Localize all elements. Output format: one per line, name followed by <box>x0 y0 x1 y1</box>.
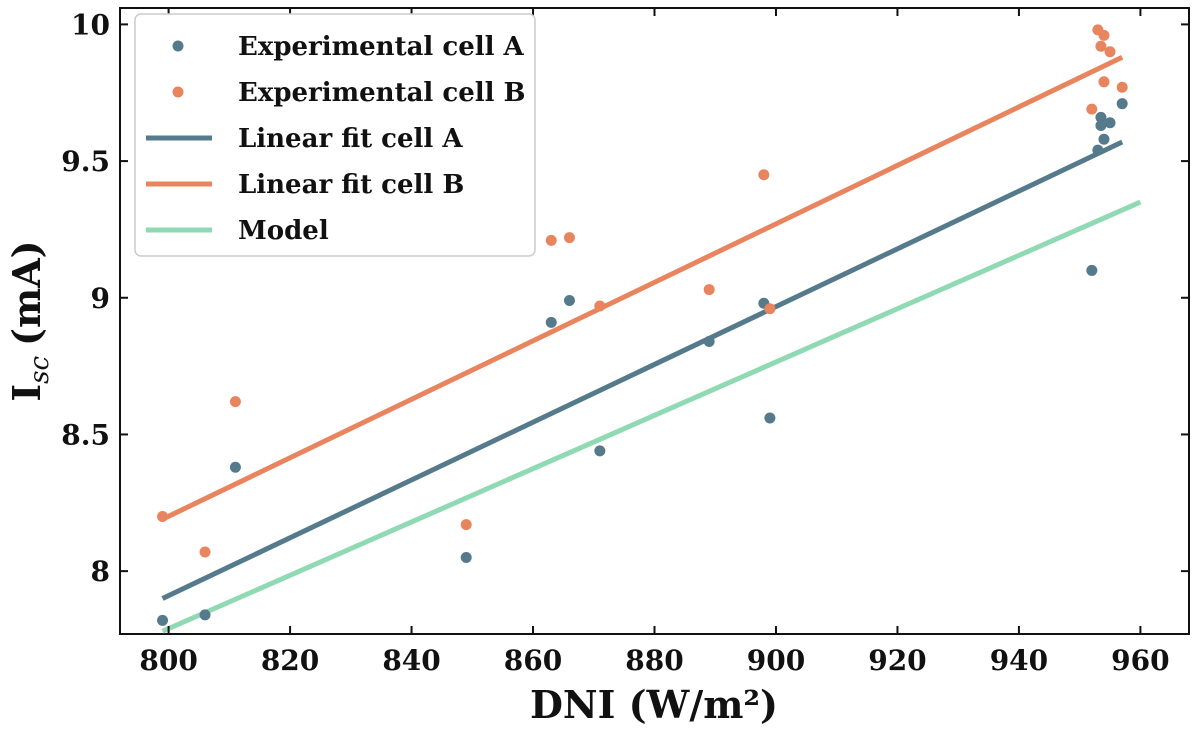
y-tick-label: 9.5 <box>61 145 110 178</box>
x-tick-label: 860 <box>504 644 562 677</box>
svg-text:Isc(mA): Isc (mA) <box>4 240 55 401</box>
x-tick-label: 900 <box>747 644 805 677</box>
legend: Experimental cell A Experimental cell B Li… <box>134 13 536 257</box>
data-point-experimental-cell-b <box>563 232 575 244</box>
y-tick-label: 10 <box>71 8 110 41</box>
legend-label-model: Model <box>238 216 329 246</box>
data-point-experimental-cell-b <box>199 546 211 558</box>
legend-marker-experimental-cell-b <box>172 86 184 98</box>
data-point-experimental-cell-a <box>545 316 557 328</box>
data-point-experimental-cell-b <box>594 300 606 312</box>
data-point-experimental-cell-a <box>460 551 472 563</box>
y-tick-label: 9 <box>91 282 110 315</box>
x-tick-label: 960 <box>1111 644 1169 677</box>
legend-label-experimental-cell-a: Experimental cell A <box>238 32 525 62</box>
data-point-experimental-cell-b <box>1086 103 1098 115</box>
data-point-experimental-cell-a <box>1104 117 1116 129</box>
x-tick-label: 820 <box>261 644 319 677</box>
y-tick-label: 8.5 <box>61 418 110 451</box>
data-point-experimental-cell-b <box>460 519 472 531</box>
data-point-experimental-cell-b <box>157 510 169 522</box>
x-tick-label: 800 <box>139 644 197 677</box>
x-axis-label: DNI (W/m²) <box>530 682 778 727</box>
data-point-experimental-cell-b <box>1104 46 1116 58</box>
legend-box <box>134 13 536 257</box>
data-point-experimental-cell-a <box>764 412 776 424</box>
data-point-experimental-cell-a <box>157 614 169 626</box>
data-point-experimental-cell-b <box>758 169 770 181</box>
x-tick-label: 920 <box>868 644 926 677</box>
fit-lines <box>161 54 1142 634</box>
series-line-linear-fit-cell-a <box>161 139 1124 601</box>
series-line-model <box>161 199 1142 634</box>
series-line-linear-fit-cell-b <box>161 54 1124 522</box>
y-axis: 8 8.5 9 9.5 10 <box>61 8 1189 588</box>
y-tick-label: 8 <box>91 555 110 588</box>
data-point-experimental-cell-b <box>703 284 715 296</box>
scatter-points <box>157 24 1128 626</box>
x-axis: 800 820 840 860 880 900 920 940 960 <box>139 8 1170 677</box>
legend-items: Experimental cell A Experimental cell B Li… <box>146 32 526 246</box>
data-point-experimental-cell-a <box>1092 144 1104 156</box>
data-point-experimental-cell-a <box>563 294 575 306</box>
legend-label-linear-fit-cell-b: Linear fit cell B <box>238 170 464 200</box>
data-point-experimental-cell-a <box>1116 98 1128 110</box>
x-tick-label: 840 <box>382 644 440 677</box>
data-point-experimental-cell-a <box>1095 111 1107 123</box>
data-point-experimental-cell-b <box>1116 81 1128 93</box>
y-axis-label-sub: sc <box>25 356 55 384</box>
data-point-experimental-cell-a <box>199 609 211 621</box>
data-point-experimental-cell-b <box>1095 40 1107 52</box>
data-point-experimental-cell-b <box>229 396 241 408</box>
x-tick-label: 880 <box>625 644 683 677</box>
y-axis-label-unit: (mA) <box>4 240 49 346</box>
data-point-experimental-cell-a <box>594 445 606 457</box>
legend-marker-experimental-cell-a <box>172 40 184 52</box>
data-point-experimental-cell-b <box>1098 29 1110 41</box>
data-point-experimental-cell-b <box>764 303 776 315</box>
legend-label-experimental-cell-b: Experimental cell B <box>238 78 526 108</box>
data-point-experimental-cell-a <box>1095 120 1107 132</box>
y-axis-label: Isc (mA) <box>4 240 55 401</box>
data-point-experimental-cell-b <box>1098 76 1110 88</box>
data-point-experimental-cell-a <box>1098 133 1110 145</box>
data-point-experimental-cell-a <box>229 461 241 473</box>
data-point-experimental-cell-a <box>1086 264 1098 276</box>
x-tick-label: 940 <box>990 644 1048 677</box>
data-point-experimental-cell-a <box>703 336 715 348</box>
y-axis-label-main: I <box>4 384 49 402</box>
data-point-experimental-cell-b <box>545 234 557 246</box>
legend-label-linear-fit-cell-a: Linear fit cell A <box>238 124 463 154</box>
